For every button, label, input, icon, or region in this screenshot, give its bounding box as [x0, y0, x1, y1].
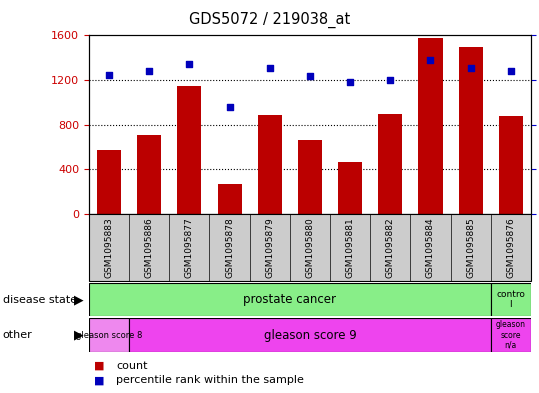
Text: GSM1095884: GSM1095884 — [426, 217, 435, 278]
Text: GSM1095877: GSM1095877 — [185, 217, 194, 278]
Bar — [129, 318, 490, 352]
Text: percentile rank within the sample: percentile rank within the sample — [116, 375, 304, 385]
Text: GSM1095879: GSM1095879 — [265, 217, 274, 278]
Text: contro
l: contro l — [496, 290, 526, 309]
Point — [265, 64, 274, 71]
Text: ▶: ▶ — [74, 329, 84, 342]
Bar — [97, 151, 121, 214]
Text: GSM1095881: GSM1095881 — [345, 217, 355, 278]
Text: gleason score 8: gleason score 8 — [76, 331, 142, 340]
Point — [507, 68, 515, 74]
Text: GSM1095876: GSM1095876 — [506, 217, 515, 278]
Text: GSM1095880: GSM1095880 — [306, 217, 314, 278]
Text: ▶: ▶ — [74, 293, 84, 306]
Bar — [459, 46, 483, 214]
Point — [426, 57, 435, 64]
Text: gleason score 9: gleason score 9 — [264, 329, 356, 342]
Point — [145, 68, 154, 74]
Point — [105, 72, 113, 78]
Text: GSM1095882: GSM1095882 — [386, 217, 395, 278]
Point — [185, 61, 194, 67]
Point — [386, 77, 395, 83]
Bar — [378, 114, 402, 214]
Text: other: other — [3, 330, 32, 340]
Bar — [490, 283, 531, 316]
Bar — [258, 115, 282, 214]
Text: GSM1095883: GSM1095883 — [105, 217, 114, 278]
Text: prostate cancer: prostate cancer — [243, 293, 336, 306]
Bar — [298, 140, 322, 214]
Bar — [218, 184, 241, 214]
Point — [225, 104, 234, 110]
Text: ■: ■ — [94, 361, 105, 371]
Bar — [177, 86, 202, 214]
Point — [346, 79, 355, 85]
Bar — [490, 318, 531, 352]
Text: GSM1095878: GSM1095878 — [225, 217, 234, 278]
Text: GSM1095886: GSM1095886 — [144, 217, 154, 278]
Bar — [338, 162, 362, 214]
Text: GDS5072 / 219038_at: GDS5072 / 219038_at — [189, 12, 350, 28]
Text: ■: ■ — [94, 375, 105, 385]
Text: disease state: disease state — [3, 295, 77, 305]
Text: GSM1095885: GSM1095885 — [466, 217, 475, 278]
Bar — [418, 38, 443, 214]
Text: gleason
score
n/a: gleason score n/a — [496, 320, 526, 350]
Bar — [137, 135, 161, 214]
Point — [306, 73, 314, 80]
Bar — [499, 116, 523, 214]
Bar — [89, 318, 129, 352]
Text: count: count — [116, 361, 147, 371]
Point — [466, 64, 475, 71]
